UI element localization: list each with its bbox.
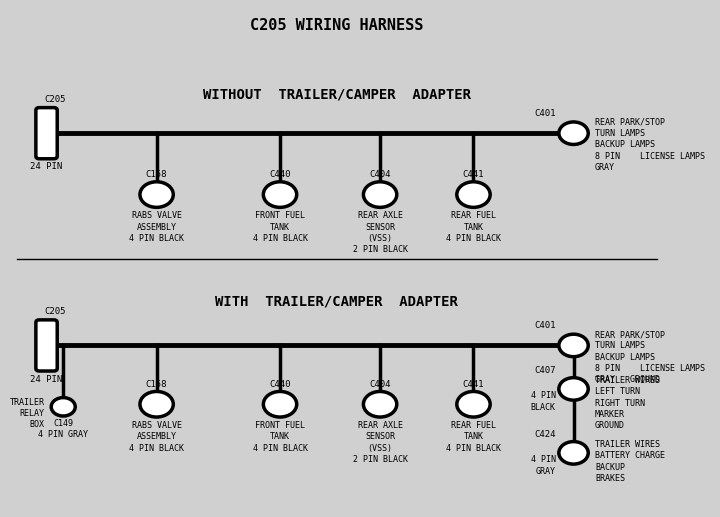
Text: GRAY: GRAY [595,163,615,172]
Circle shape [559,377,588,400]
Text: C149: C149 [53,419,73,428]
Circle shape [364,391,397,417]
Text: TRAILER: TRAILER [9,398,45,406]
Text: REAR AXLE: REAR AXLE [358,421,402,430]
Text: 4 PIN: 4 PIN [531,391,556,401]
Text: REAR AXLE: REAR AXLE [358,211,402,220]
Text: REAR PARK/STOP: REAR PARK/STOP [595,118,665,127]
Text: TANK: TANK [464,432,484,442]
Circle shape [559,122,588,144]
Circle shape [140,182,174,207]
Text: BOX: BOX [30,420,45,429]
Text: C205: C205 [45,307,66,316]
Text: C205 WIRING HARNESS: C205 WIRING HARNESS [250,18,423,33]
Text: C401: C401 [534,109,556,118]
Text: (VSS): (VSS) [368,234,392,243]
Text: RIGHT TURN: RIGHT TURN [595,399,645,407]
Circle shape [364,182,397,207]
Text: FRONT FUEL: FRONT FUEL [255,211,305,220]
Text: WITHOUT  TRAILER/CAMPER  ADAPTER: WITHOUT TRAILER/CAMPER ADAPTER [203,88,471,102]
Text: 4 PIN BLACK: 4 PIN BLACK [446,234,501,243]
Text: C441: C441 [463,170,485,179]
Circle shape [456,182,490,207]
Text: C205: C205 [45,95,66,104]
Text: ASSEMBLY: ASSEMBLY [137,223,176,232]
Text: C401: C401 [534,321,556,330]
Circle shape [140,391,174,417]
Circle shape [456,391,490,417]
Text: 4 PIN BLACK: 4 PIN BLACK [129,234,184,243]
Text: BACKUP LAMPS: BACKUP LAMPS [595,353,655,361]
Text: C158: C158 [146,170,167,179]
Circle shape [264,182,297,207]
Text: RELAY: RELAY [19,409,45,418]
Text: 24 PIN: 24 PIN [30,162,63,171]
Text: REAR PARK/STOP: REAR PARK/STOP [595,330,665,339]
Text: 8 PIN    LICENSE LAMPS: 8 PIN LICENSE LAMPS [595,151,705,161]
Text: 2 PIN BLACK: 2 PIN BLACK [353,455,408,464]
Text: 4 PIN BLACK: 4 PIN BLACK [253,234,307,243]
Text: BACKUP LAMPS: BACKUP LAMPS [595,140,655,149]
FancyBboxPatch shape [36,320,57,371]
Text: 4 PIN GRAY: 4 PIN GRAY [38,430,89,439]
Text: TANK: TANK [464,223,484,232]
Text: 8 PIN    LICENSE LAMPS: 8 PIN LICENSE LAMPS [595,364,705,373]
Text: C158: C158 [146,380,167,389]
Text: BRAKES: BRAKES [595,474,625,483]
Text: 4 PIN BLACK: 4 PIN BLACK [253,444,307,453]
Text: 2 PIN BLACK: 2 PIN BLACK [353,245,408,254]
Text: C404: C404 [369,170,391,179]
Text: WITH  TRAILER/CAMPER  ADAPTER: WITH TRAILER/CAMPER ADAPTER [215,295,458,309]
Text: 4 PIN BLACK: 4 PIN BLACK [446,444,501,453]
Text: TURN LAMPS: TURN LAMPS [595,341,645,351]
Text: BATTERY CHARGE: BATTERY CHARGE [595,451,665,460]
Text: C440: C440 [269,170,291,179]
Circle shape [559,334,588,357]
Text: SENSOR: SENSOR [365,432,395,442]
Text: SENSOR: SENSOR [365,223,395,232]
Text: REAR FUEL: REAR FUEL [451,421,496,430]
Text: REAR FUEL: REAR FUEL [451,211,496,220]
Circle shape [264,391,297,417]
Text: 4 PIN BLACK: 4 PIN BLACK [129,444,184,453]
Text: ASSEMBLY: ASSEMBLY [137,432,176,442]
Text: (VSS): (VSS) [368,444,392,453]
Text: TURN LAMPS: TURN LAMPS [595,129,645,138]
Text: FRONT FUEL: FRONT FUEL [255,421,305,430]
Text: RABS VALVE: RABS VALVE [132,211,181,220]
Text: C407: C407 [534,366,556,375]
Circle shape [51,398,75,416]
Text: TRAILER WIRES: TRAILER WIRES [595,376,660,385]
FancyBboxPatch shape [36,108,57,159]
Text: GRAY   GROUND: GRAY GROUND [595,375,660,384]
Text: BACKUP: BACKUP [595,463,625,472]
Text: BLACK: BLACK [531,403,556,412]
Text: C441: C441 [463,380,485,389]
Text: GRAY: GRAY [536,467,556,476]
Text: C404: C404 [369,380,391,389]
Text: LEFT TURN: LEFT TURN [595,387,640,397]
Text: TANK: TANK [270,432,290,442]
Text: 4 PIN: 4 PIN [531,455,556,464]
Text: TRAILER WIRES: TRAILER WIRES [595,440,660,449]
Text: C424: C424 [534,430,556,439]
Text: C440: C440 [269,380,291,389]
Text: 24 PIN: 24 PIN [30,375,63,384]
Text: MARKER: MARKER [595,410,625,419]
Text: TANK: TANK [270,223,290,232]
Circle shape [559,442,588,464]
Text: GROUND: GROUND [595,421,625,430]
Text: RABS VALVE: RABS VALVE [132,421,181,430]
